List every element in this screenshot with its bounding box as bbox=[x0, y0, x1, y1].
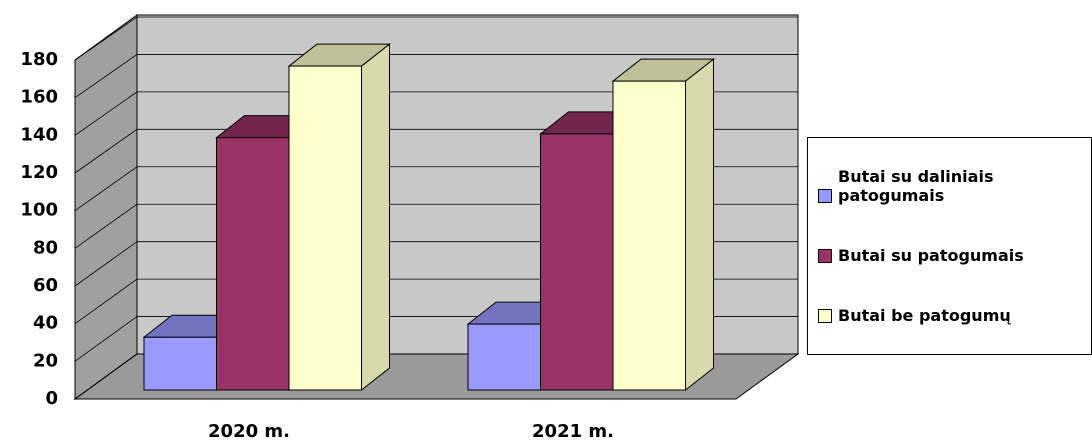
bar bbox=[289, 66, 362, 390]
y-tick-label: 0 bbox=[45, 388, 58, 409]
bar bbox=[144, 337, 217, 390]
legend-item: Butai su daliniais patogumais bbox=[818, 167, 1081, 205]
legend-label: Butai su patogumais bbox=[838, 246, 1038, 265]
y-tick-label: 160 bbox=[20, 87, 58, 108]
page: 0 20 40 60 80 100 120 140 160 180 2020 m. 2021 m. B… bbox=[0, 0, 1092, 443]
legend-item: Butai su patogumais bbox=[818, 246, 1081, 265]
legend-item: Butai be patogumų bbox=[818, 306, 1081, 325]
legend-swatch bbox=[818, 249, 832, 263]
bar bbox=[217, 138, 290, 390]
y-tick-label: 80 bbox=[33, 237, 58, 258]
bar bbox=[541, 134, 614, 390]
y-tick-label: 20 bbox=[33, 350, 58, 371]
legend-label: Butai su daliniais patogumais bbox=[838, 167, 1038, 205]
x-tick-label: 2021 m. bbox=[532, 421, 614, 442]
y-tick-label: 40 bbox=[33, 313, 58, 334]
legend-label: Butai be patogumų bbox=[838, 306, 1038, 325]
y-tick-label: 100 bbox=[20, 200, 58, 221]
y-tick-label: 180 bbox=[20, 49, 58, 70]
legend: Butai su daliniais patogumais Butai su pa… bbox=[807, 137, 1092, 355]
y-tick-label: 60 bbox=[33, 275, 58, 296]
side-wall bbox=[75, 15, 137, 399]
y-tick-label: 140 bbox=[20, 124, 58, 145]
bar-side bbox=[362, 44, 390, 390]
legend-swatch bbox=[818, 309, 832, 323]
bar-side bbox=[686, 59, 714, 390]
bar bbox=[468, 324, 541, 390]
legend-swatch bbox=[818, 189, 832, 203]
bar bbox=[613, 81, 686, 390]
x-tick-label: 2020 m. bbox=[208, 421, 290, 442]
y-tick-label: 120 bbox=[20, 162, 58, 183]
